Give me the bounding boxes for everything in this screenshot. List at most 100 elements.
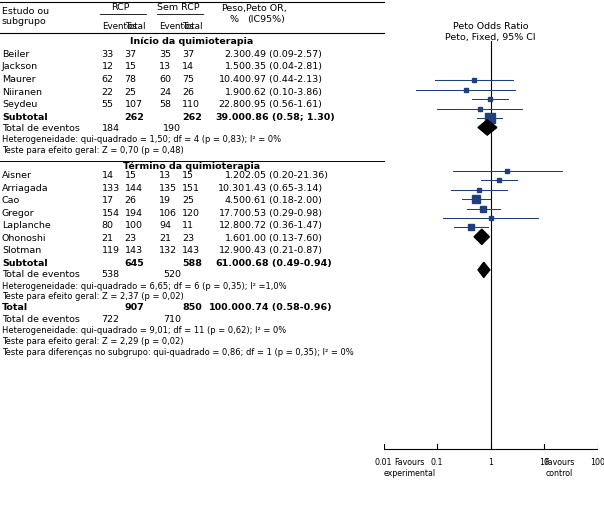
Text: 1.60: 1.60 — [225, 234, 245, 243]
Text: 4.50: 4.50 — [225, 196, 245, 205]
Text: Heterogeneidade: qui-quadrado = 1,50; df = 4 (p = 0,83); I² = 0%: Heterogeneidade: qui-quadrado = 1,50; df… — [2, 135, 281, 144]
Text: 710: 710 — [163, 315, 181, 323]
Text: 1.43 (0.65-3.14): 1.43 (0.65-3.14) — [245, 183, 323, 192]
Text: 94: 94 — [159, 222, 171, 230]
Text: 60: 60 — [159, 75, 171, 84]
Text: 120: 120 — [182, 209, 200, 218]
Text: 0.01: 0.01 — [375, 458, 392, 467]
Text: 10.30: 10.30 — [218, 183, 245, 192]
Text: 0.97 (0.44-2.13): 0.97 (0.44-2.13) — [245, 75, 323, 84]
Polygon shape — [474, 229, 489, 244]
Text: Peso,: Peso, — [222, 4, 246, 13]
Text: 0.43 (0.21-0.87): 0.43 (0.21-0.87) — [245, 246, 323, 255]
Text: 100.00: 100.00 — [209, 303, 245, 312]
Text: 194: 194 — [124, 209, 143, 218]
Text: Heterogeneidade: qui-quadrado = 6,65; df = 6 (p = 0,35); I² =1,0%: Heterogeneidade: qui-quadrado = 6,65; df… — [2, 281, 286, 290]
Text: 0.95 (0.56-1.61): 0.95 (0.56-1.61) — [245, 100, 323, 109]
Text: Teste para efeito geral: Z = 2,37 (p = 0,02): Teste para efeito geral: Z = 2,37 (p = 0… — [2, 293, 184, 302]
Text: Laplanche: Laplanche — [2, 222, 51, 230]
Text: Beiler: Beiler — [2, 50, 29, 59]
Text: 61.00: 61.00 — [216, 259, 245, 268]
Text: 722: 722 — [101, 315, 120, 323]
Text: 0.1: 0.1 — [431, 458, 443, 467]
Text: 12.90: 12.90 — [219, 246, 245, 255]
Text: 106: 106 — [159, 209, 177, 218]
Text: 15: 15 — [124, 63, 137, 72]
Text: Sem RCP: Sem RCP — [157, 4, 200, 12]
Text: 26: 26 — [124, 196, 137, 205]
Text: 24: 24 — [159, 87, 171, 96]
Text: Peto Odds Ratio: Peto Odds Ratio — [453, 22, 528, 31]
Text: 0.86 (0.58; 1.30): 0.86 (0.58; 1.30) — [245, 113, 335, 122]
Text: 10.40: 10.40 — [219, 75, 245, 84]
Text: 17: 17 — [101, 196, 114, 205]
Text: 80: 80 — [101, 222, 114, 230]
Text: 14: 14 — [101, 171, 114, 180]
Text: 25: 25 — [124, 87, 137, 96]
Text: 13: 13 — [159, 63, 172, 72]
Text: 133: 133 — [101, 183, 120, 192]
Text: Favours
control: Favours control — [544, 458, 574, 478]
Text: 62: 62 — [101, 75, 114, 84]
Text: 538: 538 — [101, 270, 120, 279]
Text: 850: 850 — [182, 303, 202, 312]
Text: 143: 143 — [182, 246, 201, 255]
Text: 1.50: 1.50 — [225, 63, 245, 72]
Text: 15: 15 — [182, 171, 194, 180]
Text: Total de eventos: Total de eventos — [2, 270, 80, 279]
Text: Término da quimioterapia: Término da quimioterapia — [123, 162, 260, 171]
Text: 26: 26 — [182, 87, 194, 96]
Text: 35: 35 — [159, 50, 172, 59]
Text: Jackson: Jackson — [2, 63, 38, 72]
Text: Subtotal: Subtotal — [2, 113, 48, 122]
Text: Aisner: Aisner — [2, 171, 32, 180]
Text: subgrupo: subgrupo — [2, 17, 47, 26]
Text: 262: 262 — [124, 113, 144, 122]
Text: 132: 132 — [159, 246, 178, 255]
Text: 78: 78 — [124, 75, 137, 84]
Text: Niiranen: Niiranen — [2, 87, 42, 96]
Text: Início da quimioterapia: Início da quimioterapia — [130, 37, 254, 46]
Text: 37: 37 — [182, 50, 194, 59]
Text: Subtotal: Subtotal — [2, 259, 48, 268]
Text: Teste para efeito geral: Z = 0,70 (p = 0,48): Teste para efeito geral: Z = 0,70 (p = 0… — [2, 146, 184, 155]
Text: Eventos: Eventos — [101, 22, 137, 31]
Text: Heterogeneidade: qui-quadrado = 9,01; df = 11 (p = 0,62); I² = 0%: Heterogeneidade: qui-quadrado = 9,01; df… — [2, 326, 286, 335]
Text: 12: 12 — [101, 63, 114, 72]
Text: 100: 100 — [124, 222, 143, 230]
Text: Teste para efeito geral: Z = 2,29 (p = 0,02): Teste para efeito geral: Z = 2,29 (p = 0… — [2, 337, 184, 346]
Text: 21: 21 — [159, 234, 171, 243]
Text: 13: 13 — [159, 171, 172, 180]
Text: Total: Total — [2, 303, 28, 312]
Text: Total de eventos: Total de eventos — [2, 124, 80, 133]
Text: Eventos: Eventos — [159, 22, 194, 31]
Text: 0.61 (0.18-2.00): 0.61 (0.18-2.00) — [245, 196, 323, 205]
Text: 23: 23 — [124, 234, 137, 243]
Text: 25: 25 — [182, 196, 194, 205]
Text: 143: 143 — [124, 246, 143, 255]
Text: 11: 11 — [182, 222, 194, 230]
Text: (IC95%): (IC95%) — [248, 15, 286, 24]
Text: Total de eventos: Total de eventos — [2, 315, 80, 323]
Text: 190: 190 — [163, 124, 181, 133]
Text: 1.90: 1.90 — [225, 87, 245, 96]
Text: 19: 19 — [159, 196, 171, 205]
Text: 0.72 (0.36-1.47): 0.72 (0.36-1.47) — [245, 222, 323, 230]
Text: Seydeu: Seydeu — [2, 100, 37, 109]
Text: 10: 10 — [539, 458, 550, 467]
Text: 0.74 (0.58-0.96): 0.74 (0.58-0.96) — [245, 303, 332, 312]
Polygon shape — [478, 262, 490, 278]
Text: 588: 588 — [182, 259, 202, 268]
Text: 151: 151 — [182, 183, 200, 192]
Text: 0.35 (0.04-2.81): 0.35 (0.04-2.81) — [245, 63, 323, 72]
Text: Estudo ou: Estudo ou — [2, 7, 49, 16]
Text: 22.80: 22.80 — [219, 100, 245, 109]
Text: 520: 520 — [163, 270, 181, 279]
Text: 262: 262 — [182, 113, 202, 122]
Text: 107: 107 — [124, 100, 143, 109]
Text: 55: 55 — [101, 100, 114, 109]
Text: Total: Total — [182, 22, 203, 31]
Text: Gregor: Gregor — [2, 209, 34, 218]
Text: 2.30: 2.30 — [224, 50, 245, 59]
Text: 2.05 (0.20-21.36): 2.05 (0.20-21.36) — [245, 171, 329, 180]
